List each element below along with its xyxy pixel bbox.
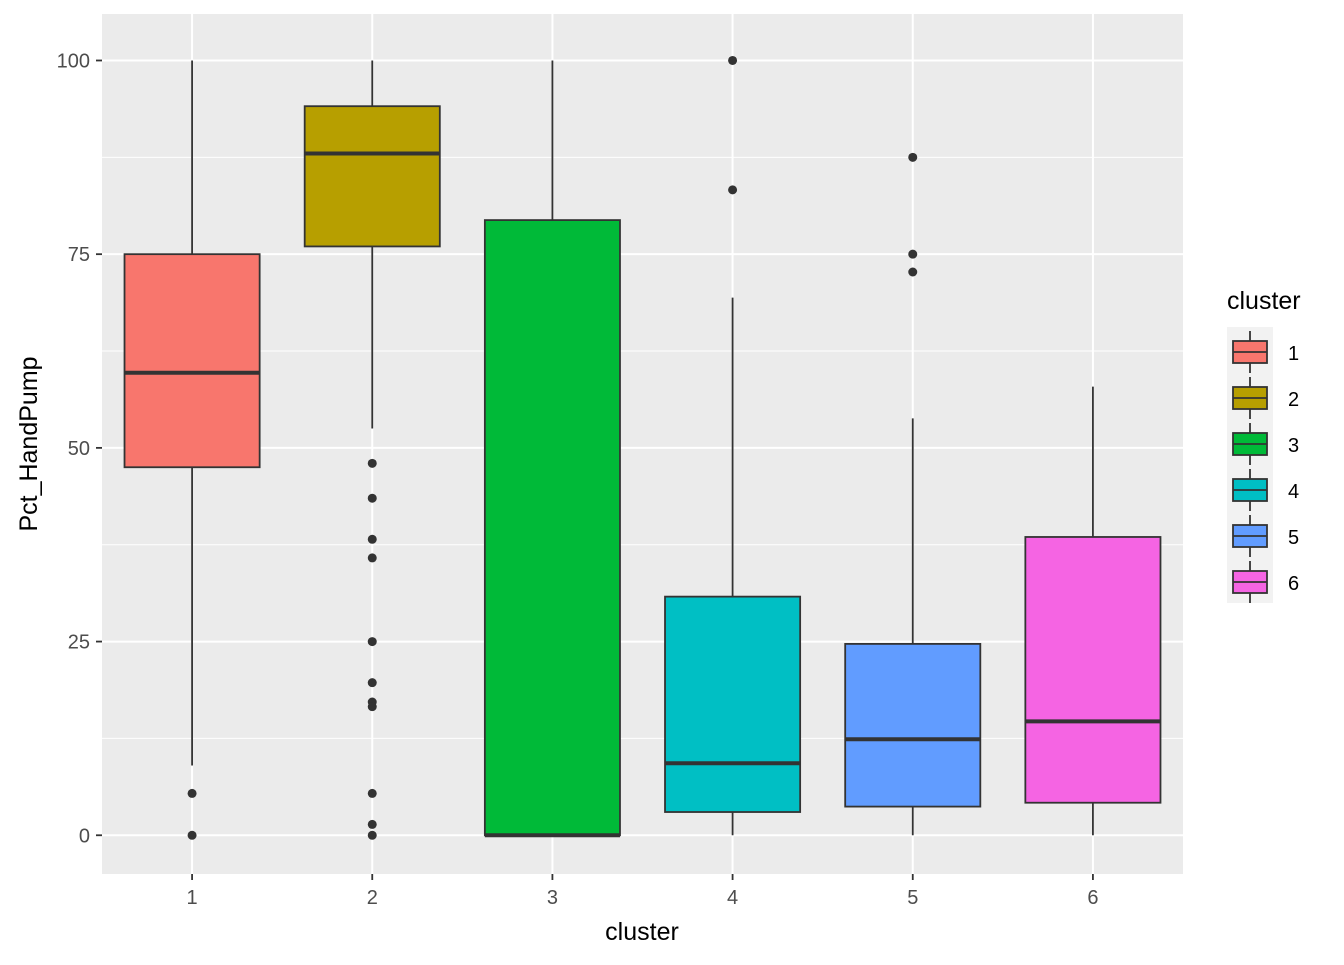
outlier-point <box>187 788 197 798</box>
plot-panel <box>102 14 1183 874</box>
outlier-point <box>367 458 377 468</box>
box-group-4 <box>664 55 802 836</box>
outlier-point <box>367 830 377 840</box>
y-tick-label: 75 <box>68 244 90 266</box>
outlier-point <box>728 185 738 195</box>
outlier-point <box>908 152 918 162</box>
minor-gridlines <box>102 156 1183 739</box>
legend-label: 4 <box>1288 481 1299 503</box>
outlier-point <box>908 249 918 259</box>
legend-item-3: 3 <box>1232 423 1299 465</box>
legend-item-1: 1 <box>1232 331 1299 373</box>
y-tick-label: 25 <box>68 632 90 654</box>
y-tick-label: 100 <box>57 50 90 72</box>
legend-title: cluster <box>1227 287 1301 315</box>
outlier-point <box>367 493 377 503</box>
y-tick-label: 50 <box>68 438 90 460</box>
outlier-point <box>367 534 377 544</box>
box-iqr <box>664 595 802 813</box>
legend-item-6: 6 <box>1232 561 1299 603</box>
legend-item-2: 2 <box>1232 377 1299 419</box>
legend-label: 3 <box>1288 435 1299 457</box>
outlier-point <box>367 819 377 829</box>
legend-item-4: 4 <box>1232 469 1299 511</box>
y-axis-title: Pct_HandPump <box>15 356 43 531</box>
outlier-point <box>187 830 197 840</box>
box-group-3 <box>483 60 621 838</box>
x-tick-label: 4 <box>727 887 738 909</box>
box-iqr <box>303 105 441 248</box>
outlier-point <box>367 637 377 647</box>
y-tick-label: 0 <box>79 825 90 847</box>
x-axis-title: cluster <box>605 918 679 946</box>
box-iqr <box>483 219 621 837</box>
x-tick-label: 1 <box>187 887 198 909</box>
legend-label: 6 <box>1288 573 1299 595</box>
outlier-point <box>367 702 377 712</box>
legend-items: 1 2 3 4 5 6 <box>1232 331 1299 603</box>
legend: cluster 1 2 3 4 5 6 <box>1227 287 1301 603</box>
outlier-point <box>367 788 377 798</box>
box-group-1 <box>123 60 261 840</box>
outlier-point <box>908 267 918 277</box>
box-group-5 <box>844 152 982 836</box>
boxes-layer <box>123 55 1162 840</box>
x-axis: 1 2 3 4 5 6 <box>187 874 1098 909</box>
box-group-6 <box>1024 386 1162 836</box>
box-group-2 <box>303 60 441 840</box>
box-iqr <box>1024 536 1162 804</box>
x-tick-label: 6 <box>1087 887 1098 909</box>
outlier-point <box>728 55 738 65</box>
legend-item-5: 5 <box>1232 515 1299 557</box>
legend-label: 5 <box>1288 527 1299 549</box>
box-iqr <box>844 642 982 808</box>
x-tick-label: 2 <box>367 887 378 909</box>
legend-label: 2 <box>1288 389 1299 411</box>
box-iqr <box>123 253 261 469</box>
y-axis: 0 25 50 75 100 <box>57 50 102 847</box>
legend-label: 1 <box>1288 343 1299 365</box>
x-tick-label: 3 <box>547 887 558 909</box>
outlier-point <box>367 553 377 563</box>
outlier-point <box>367 678 377 688</box>
x-tick-label: 5 <box>907 887 918 909</box>
